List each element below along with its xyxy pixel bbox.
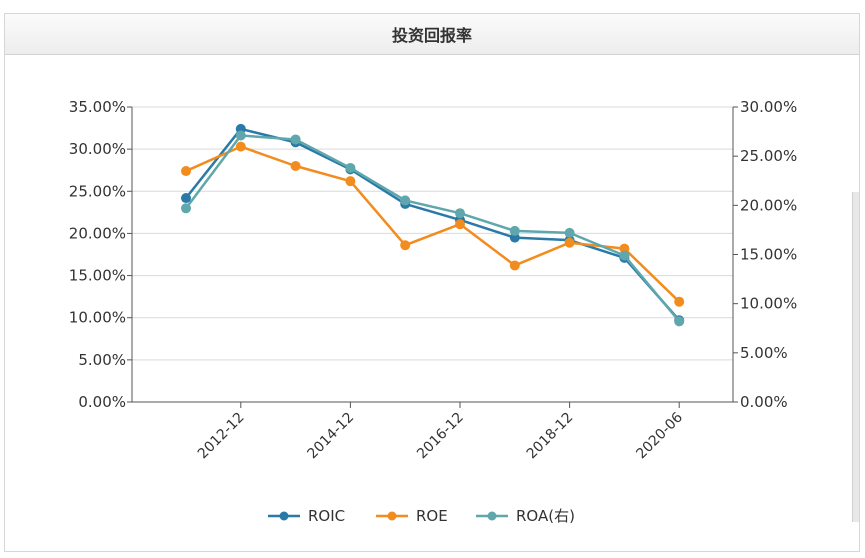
y-tick-label-left: 20.00% bbox=[69, 224, 126, 242]
data-point bbox=[674, 316, 685, 327]
panel-title: 投资回报率 bbox=[391, 26, 472, 45]
data-point bbox=[564, 237, 575, 248]
data-point bbox=[235, 141, 246, 152]
data-point bbox=[455, 208, 465, 219]
legend-marker bbox=[387, 511, 397, 521]
data-point bbox=[345, 162, 356, 173]
data-point bbox=[509, 225, 520, 236]
x-tick-label: 2020-06 bbox=[633, 409, 686, 462]
legend-label: ROA(右) bbox=[516, 507, 575, 525]
y-tick-label-right: 15.00% bbox=[740, 246, 797, 264]
y-tick-label-left: 15.00% bbox=[69, 267, 126, 285]
series-line bbox=[185, 127, 681, 322]
series-line bbox=[185, 134, 681, 323]
legend-item: ROA(右) bbox=[476, 507, 575, 525]
x-tick-label: 2018-12 bbox=[524, 410, 577, 463]
y-tick-label-left: 30.00% bbox=[69, 140, 126, 158]
y-tick-label-left: 5.00% bbox=[78, 351, 126, 369]
x-tick-label: 2012-12 bbox=[195, 410, 248, 463]
series-roic bbox=[181, 123, 685, 326]
y-tick-label-left: 25.00% bbox=[69, 182, 126, 200]
data-point bbox=[181, 193, 191, 204]
legend-marker bbox=[279, 511, 289, 521]
data-point bbox=[455, 219, 465, 230]
data-point bbox=[400, 240, 411, 251]
data-point bbox=[181, 203, 191, 214]
data-point bbox=[619, 250, 630, 261]
legend-item: ROIC bbox=[268, 507, 345, 525]
data-point bbox=[290, 161, 301, 171]
data-point bbox=[674, 296, 685, 307]
series-roa- bbox=[181, 130, 685, 327]
data-point bbox=[400, 195, 411, 206]
legend-item: ROE bbox=[376, 507, 448, 525]
data-point bbox=[619, 243, 630, 254]
series-line bbox=[185, 145, 681, 303]
data-point bbox=[345, 176, 356, 187]
y-tick-label-right: 20.00% bbox=[740, 196, 797, 214]
legend-marker bbox=[487, 511, 497, 521]
y-tick-label-right: 5.00% bbox=[740, 344, 788, 362]
y-tick-label-right: 25.00% bbox=[740, 147, 797, 165]
chart-panel: 投资回报率 bbox=[4, 13, 860, 552]
data-point bbox=[290, 134, 301, 145]
series-roe bbox=[181, 141, 685, 307]
y-tick-label-left: 0.00% bbox=[78, 393, 126, 411]
data-point bbox=[564, 227, 575, 238]
panel-header: 投资回报率 bbox=[5, 14, 859, 55]
x-tick-label: 2014-12 bbox=[305, 410, 358, 463]
y-tick-label-right: 0.00% bbox=[740, 393, 788, 411]
y-tick-label-left: 10.00% bbox=[69, 309, 126, 327]
y-tick-label-right: 30.00% bbox=[740, 98, 797, 116]
data-point bbox=[181, 166, 191, 177]
legend-label: ROE bbox=[416, 507, 448, 525]
x-tick-label: 2016-12 bbox=[414, 410, 467, 463]
y-tick-label-left: 35.00% bbox=[69, 98, 126, 116]
data-point bbox=[235, 130, 246, 141]
scrollbar[interactable] bbox=[852, 192, 859, 522]
legend-label: ROIC bbox=[308, 507, 345, 525]
y-tick-label-right: 10.00% bbox=[740, 295, 797, 313]
data-point bbox=[509, 260, 520, 271]
